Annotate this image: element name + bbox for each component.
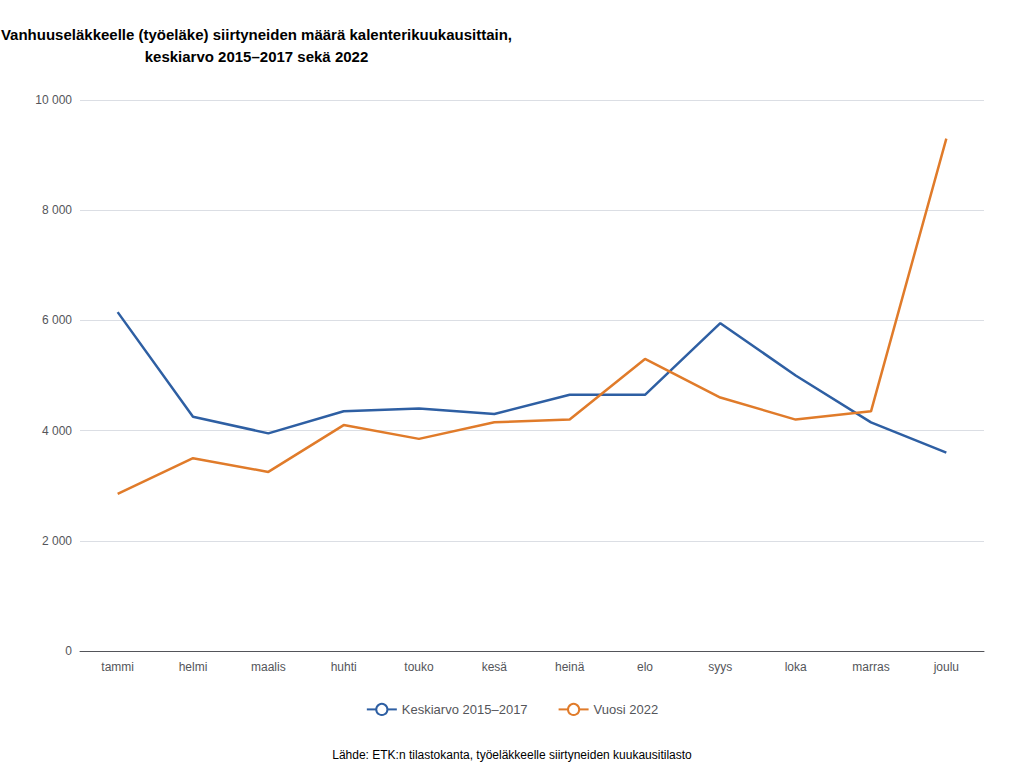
svg-text:maalis: maalis [251,660,286,674]
svg-text:Vuosi 2022: Vuosi 2022 [594,702,659,717]
svg-text:8 000: 8 000 [42,203,72,217]
svg-text:4 000: 4 000 [42,424,72,438]
svg-text:10 000: 10 000 [35,93,72,107]
svg-text:6 000: 6 000 [42,313,72,327]
svg-text:helmi: helmi [179,660,208,674]
svg-text:0: 0 [65,644,72,658]
svg-text:elo: elo [637,660,653,674]
svg-text:Keskiarvo 2015–2017: Keskiarvo 2015–2017 [402,702,528,717]
svg-text:loka: loka [785,660,807,674]
svg-text:touko: touko [404,660,434,674]
svg-text:keskiarvo 2015–2017 sekä 2022: keskiarvo 2015–2017 sekä 2022 [145,48,369,65]
svg-text:Vanhuuseläkkeelle (työeläke) s: Vanhuuseläkkeelle (työeläke) siirtyneide… [1,26,512,43]
svg-text:joulu: joulu [933,660,959,674]
svg-text:marras: marras [852,660,889,674]
svg-text:syys: syys [708,660,732,674]
svg-text:huhti: huhti [331,660,357,674]
svg-text:heinä: heinä [555,660,585,674]
svg-text:kesä: kesä [482,660,508,674]
svg-text:Lähde: ETK:n tilastokanta, työ: Lähde: ETK:n tilastokanta, työeläkkeelle… [332,748,692,762]
svg-text:2 000: 2 000 [42,534,72,548]
svg-text:tammi: tammi [101,660,134,674]
